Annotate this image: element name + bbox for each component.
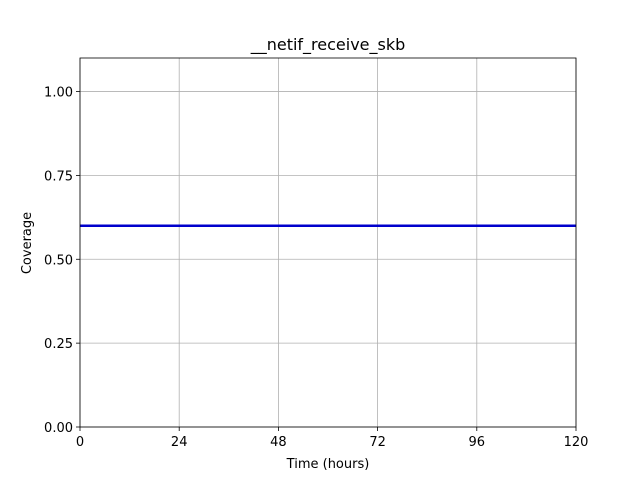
y-tick-label: 1.00: [44, 86, 73, 101]
x-tick-label: 0: [76, 435, 84, 450]
y-axis-label: Coverage: [20, 212, 35, 274]
y-tick-label: 0.00: [44, 421, 73, 436]
y-tick-label: 0.25: [44, 337, 73, 352]
x-tick-label: 72: [369, 435, 386, 450]
x-tick-label: 24: [171, 435, 188, 450]
y-tick-label: 0.50: [44, 253, 73, 268]
x-tick-label: 120: [564, 435, 589, 450]
x-tick-label: 96: [469, 435, 486, 450]
y-tick-label: 0.75: [44, 169, 73, 184]
x-axis-label: Time (hours): [286, 457, 370, 472]
y-axis-ticks: 0.00 0.25 0.50 0.75 1.00: [44, 86, 80, 436]
x-tick-label: 48: [270, 435, 287, 450]
plot-frame: [79, 57, 577, 428]
chart-title: __netif_receive_skb: [250, 35, 406, 55]
x-axis-ticks: 0 24 48 72 96 120: [76, 427, 589, 450]
